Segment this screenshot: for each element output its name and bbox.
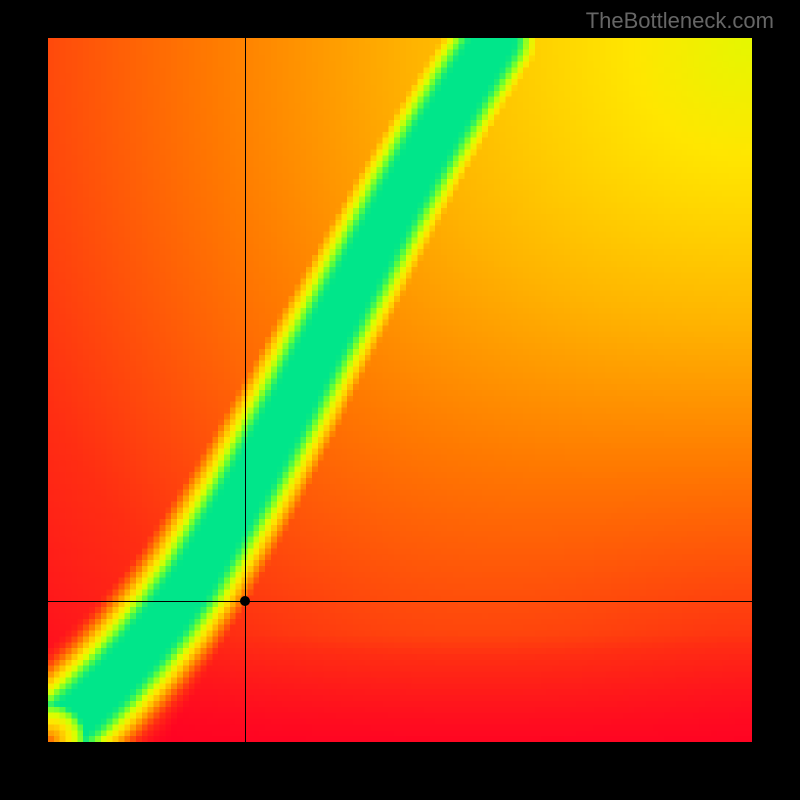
crosshair-marker [240, 596, 250, 606]
crosshair-horizontal [48, 601, 752, 602]
crosshair-vertical [245, 38, 246, 742]
bottleneck-heatmap [48, 38, 752, 742]
watermark-text: TheBottleneck.com [586, 8, 774, 34]
